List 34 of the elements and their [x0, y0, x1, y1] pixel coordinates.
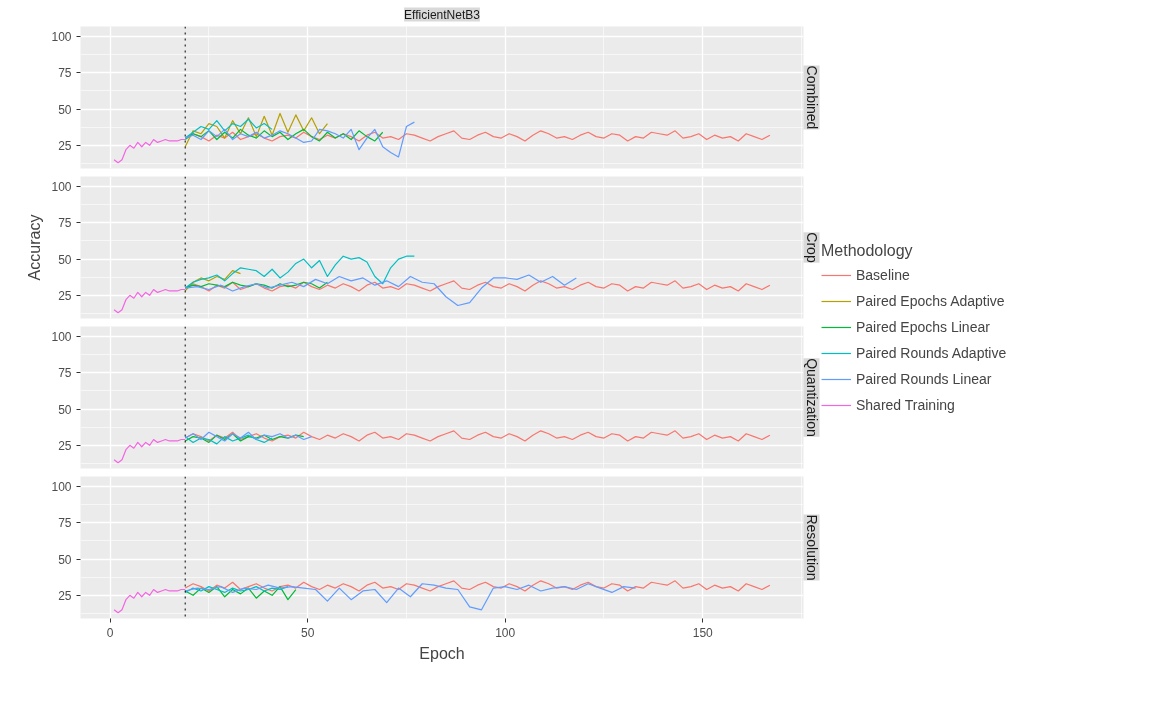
y-tick-label: 100 — [51, 30, 72, 45]
x-axis-title: Epoch — [419, 644, 465, 662]
legend-label: Paired Epochs Linear — [856, 319, 990, 335]
y-tick-label: 75 — [58, 216, 72, 231]
y-tick-label: 50 — [58, 102, 72, 117]
text: Quantization — [803, 358, 820, 437]
y-tick-label: 100 — [51, 180, 72, 195]
chart-title: EfficientNetB3 — [404, 7, 481, 22]
y-tick-label: 25 — [58, 138, 72, 153]
legend-label: Paired Rounds Adaptive — [856, 345, 1007, 361]
y-axis-title: Accuracy — [26, 214, 44, 281]
x-tick-label: 100 — [495, 625, 516, 640]
y-tick-label: 25 — [58, 438, 72, 453]
y-tick-label: 25 — [58, 288, 72, 303]
y-tick-label: 75 — [58, 516, 72, 531]
legend-label: Shared Training — [856, 397, 955, 413]
y-tick-label: 25 — [58, 588, 72, 603]
y-tick-label: 75 — [58, 66, 72, 81]
text: Combined — [803, 65, 820, 130]
legend-label: Baseline — [856, 267, 910, 283]
text: Crop — [803, 232, 820, 263]
legend-title: Methodology — [821, 242, 914, 260]
text: Resolution — [803, 514, 820, 581]
y-tick-label: 100 — [51, 330, 72, 345]
y-tick-label: 50 — [58, 402, 72, 417]
legend-label: Paired Epochs Adaptive — [856, 293, 1005, 309]
y-tick-label: 50 — [58, 252, 72, 267]
x-tick-label: 50 — [301, 625, 315, 640]
y-tick-label: 100 — [51, 480, 72, 495]
x-tick-label: 0 — [106, 625, 114, 640]
legend-label: Paired Rounds Linear — [856, 371, 992, 387]
y-tick-label: 50 — [58, 552, 72, 567]
y-tick-label: 75 — [58, 366, 72, 381]
x-tick-label: 150 — [692, 625, 714, 640]
